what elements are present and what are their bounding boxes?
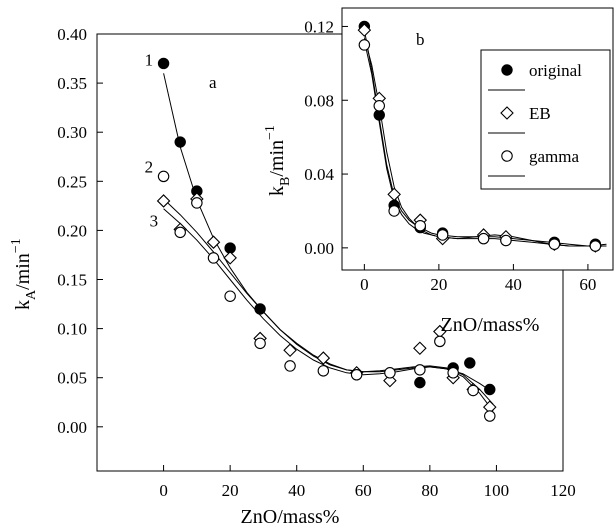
y-tick-label-b: 0.04	[304, 165, 334, 184]
panel-label-a: a	[209, 73, 217, 92]
x-tick-label-a: 20	[222, 481, 239, 500]
curve-label-2: 2	[145, 158, 154, 177]
point-a-EB	[206, 235, 221, 249]
fit-curve-b-c1	[363, 30, 607, 247]
point-a-gamma	[207, 252, 220, 264]
x-axis-label-a: ZnO/mass%	[241, 506, 340, 527]
point-a-gamma	[447, 367, 459, 379]
point-a-EB	[413, 341, 427, 356]
point-a-gamma	[157, 170, 170, 183]
point-b-gamma	[589, 240, 602, 252]
x-tick-label-b: 20	[430, 275, 447, 294]
legend-marker-original	[501, 64, 513, 76]
y-tick-label-a: 0.05	[57, 369, 87, 388]
point-a-gamma	[467, 384, 479, 397]
point-a-original	[254, 303, 266, 315]
panel-a: 0.000.050.100.150.200.250.300.350.400 20 4…	[9, 25, 576, 527]
legend-marker-EB	[500, 106, 514, 120]
x-axis-label-b: ZnO/mass%	[441, 314, 540, 336]
point-b-EB	[357, 23, 372, 37]
legend-label-gamma: gamma	[529, 147, 579, 166]
y-tick-label-b: 0.00	[304, 239, 334, 258]
point-a-gamma	[191, 197, 203, 209]
y-tick-label-a: 0.15	[57, 271, 87, 290]
fit-curve-a-3	[163, 208, 494, 412]
point-a-original	[174, 136, 186, 148]
point-a-gamma	[254, 337, 266, 350]
y-tick-label-b: 0.08	[304, 91, 334, 110]
x-tick-label-b: 60	[579, 275, 596, 294]
y-tick-label-a: 0.35	[57, 74, 87, 93]
curve-label-1: 1	[145, 50, 154, 69]
point-a-gamma	[174, 226, 186, 239]
point-a-original	[484, 383, 496, 396]
curve-label-3: 3	[150, 212, 159, 231]
x-tick-label-a: 80	[421, 481, 438, 500]
x-tick-label-a: 0	[159, 481, 168, 500]
y-axis-label-b: kB/min−1	[263, 125, 293, 196]
x-tick-label-a: 100	[484, 481, 510, 500]
legend-b: original EB gamma	[480, 49, 611, 190]
point-a-gamma	[317, 365, 330, 377]
point-b-EB	[387, 187, 401, 202]
point-b-gamma	[373, 100, 386, 112]
point-a-gamma	[414, 364, 426, 376]
y-tick-label-b: 0.12	[304, 17, 334, 36]
y-tick-label-a: 0.00	[57, 418, 87, 437]
legend-label-EB: EB	[529, 104, 551, 123]
point-a-gamma	[284, 360, 296, 372]
point-a-gamma	[224, 290, 236, 302]
point-a-EB	[316, 351, 331, 365]
point-a-original	[464, 357, 476, 369]
point-a-gamma	[484, 410, 496, 422]
y-tick-label-a: 0.10	[57, 320, 87, 339]
panel-label-b: b	[416, 30, 425, 49]
y-tick-label-a: 0.40	[57, 25, 87, 44]
y-tick-label-a: 0.20	[57, 221, 87, 240]
point-a-EB	[283, 343, 297, 357]
point-a-EB	[223, 251, 237, 265]
point-b-gamma	[358, 39, 371, 51]
point-a-original	[414, 376, 426, 389]
point-b-gamma	[548, 238, 561, 250]
x-tick-label-b: 0	[360, 275, 369, 294]
point-b-gamma	[388, 205, 400, 217]
x-tick-label-b: 40	[505, 275, 522, 294]
point-b-gamma	[436, 229, 449, 241]
point-b-gamma	[500, 234, 512, 247]
panel-b: 0.00 0.04 0.08 0.12 0 20 40 60 ZnO/mass% kB/min−1…	[263, 7, 614, 336]
point-b-gamma	[477, 232, 490, 245]
legend-marker-gamma	[501, 150, 513, 162]
fit-curve-b-c3	[363, 41, 607, 247]
y-axis-label-a: kA/min−1	[9, 238, 39, 310]
point-a-original	[157, 57, 170, 70]
point-a-gamma	[434, 335, 446, 348]
legend-label-original: original	[529, 61, 582, 80]
x-tick-label-a: 40	[288, 481, 305, 500]
x-tick-label-a: 60	[355, 481, 372, 500]
point-a-gamma	[384, 367, 396, 379]
point-a-EB	[156, 194, 171, 208]
y-tick-label-a: 0.30	[57, 123, 87, 142]
point-b-gamma	[414, 219, 426, 232]
x-tick-label-a: 120	[550, 481, 576, 500]
y-tick-label-a: 0.25	[57, 172, 87, 191]
point-a-gamma	[350, 369, 363, 381]
